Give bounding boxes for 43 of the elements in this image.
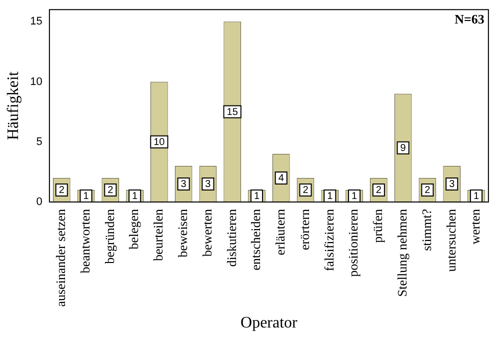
data-label: 2	[424, 185, 431, 196]
data-label: 2	[376, 185, 382, 196]
x-tick-label: beweisen	[174, 208, 190, 258]
data-label: 15	[226, 107, 238, 118]
data-label: 10	[154, 137, 166, 148]
x-axis-title: Operator	[240, 314, 298, 332]
y-tick-label: 10	[30, 76, 42, 88]
y-tick-label: 0	[36, 196, 42, 208]
annotation: N=63	[454, 11, 485, 26]
x-tick-label: prüfen	[370, 208, 386, 243]
data-label: 3	[205, 179, 212, 190]
data-label: 4	[278, 173, 284, 184]
data-label: 2	[302, 185, 309, 196]
x-tick-label: stimmt?	[418, 208, 434, 251]
data-label: 1	[254, 191, 260, 202]
y-tick-label: 5	[36, 136, 42, 148]
x-tick-label: auseinander setzen	[53, 208, 68, 307]
x-tick-label: erörtern	[296, 208, 312, 250]
x-tick-label: belegen	[126, 208, 142, 250]
x-tick-label: bewerten	[199, 208, 214, 257]
x-tick-label: positionieren	[346, 208, 361, 277]
data-label: 1	[473, 191, 480, 202]
x-tick-label: diskutieren	[224, 208, 239, 267]
y-axis-title: Häufigkeit	[4, 71, 22, 140]
data-label: 1	[83, 191, 90, 202]
data-label: 1	[327, 191, 334, 202]
data-label: 1	[132, 191, 138, 202]
x-tick-label: erläutern	[272, 208, 288, 256]
x-tick-label: Stellung nehmen	[394, 208, 410, 297]
data-label: 9	[400, 143, 406, 154]
x-tick-label: untersuchen	[443, 208, 458, 272]
y-tick-label: 15	[30, 16, 42, 28]
data-label: 1	[352, 191, 358, 202]
x-tick-label: begründen	[102, 208, 117, 264]
x-tick-label: entscheiden	[248, 208, 264, 270]
data-label: 3	[449, 179, 456, 190]
x-tick-label: werten	[468, 208, 483, 244]
data-label: 3	[180, 179, 187, 190]
data-label: 2	[108, 185, 114, 196]
x-tick-label: beantworten	[77, 208, 92, 274]
x-tick-label: falsifizieren	[321, 208, 336, 272]
data-label: 2	[58, 185, 65, 196]
x-tick-label: beurteilen	[150, 208, 166, 261]
